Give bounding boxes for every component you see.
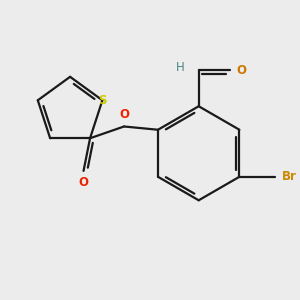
Text: Br: Br (282, 170, 297, 183)
Text: O: O (79, 176, 88, 189)
Text: H: H (176, 61, 185, 74)
Text: S: S (98, 94, 106, 107)
Text: O: O (119, 108, 129, 121)
Text: O: O (237, 64, 247, 77)
